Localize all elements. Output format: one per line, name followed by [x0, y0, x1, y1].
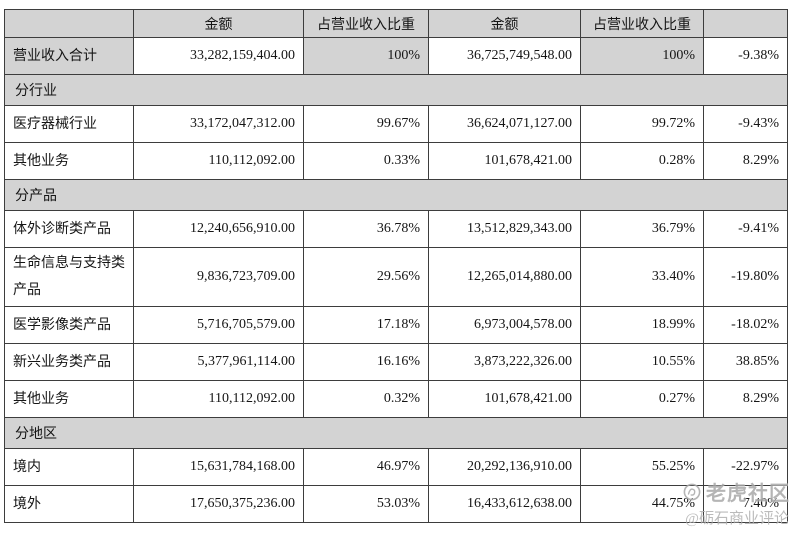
- cell-pct: 29.56%: [303, 247, 429, 307]
- cell-amount: 36,725,749,548.00: [428, 37, 581, 75]
- cell-pct: 16.16%: [303, 343, 429, 381]
- cell-chg: -9.38%: [703, 37, 788, 75]
- cell-amount: 33,172,047,312.00: [133, 105, 304, 143]
- cell-amount: 5,377,961,114.00: [133, 343, 304, 381]
- cell-pct: 0.27%: [580, 380, 704, 418]
- cell-pct: 99.72%: [580, 105, 704, 143]
- table-row: 医疗器械行业 33,172,047,312.00 99.67% 36,624,071,…: [4, 105, 788, 143]
- cell-pct: 53.03%: [303, 485, 429, 523]
- cell-pct: 44.75%: [580, 485, 704, 523]
- cell-amount: 5,716,705,579.00: [133, 306, 304, 344]
- cell-chg: -22.97%: [703, 448, 788, 486]
- cell-chg: -9.41%: [703, 210, 788, 248]
- header-row: 金额 占营业收入比重 金额 占营业收入比重: [4, 9, 788, 38]
- cell-amount: 33,282,159,404.00: [133, 37, 304, 75]
- table-row: 体外诊断类产品 12,240,656,910.00 36.78% 13,512,829…: [4, 210, 788, 248]
- cell-pct: 17.18%: [303, 306, 429, 344]
- table-row: 境外 17,650,375,236.00 53.03% 16,433,612,638.…: [4, 485, 788, 523]
- cell-pct: 36.79%: [580, 210, 704, 248]
- cell-pct: 55.25%: [580, 448, 704, 486]
- cell-amount: 17,650,375,236.00: [133, 485, 304, 523]
- cell-amount: 12,265,014,880.00: [428, 247, 581, 307]
- row-label: 营业收入合计: [4, 37, 134, 75]
- cell-pct: 0.28%: [580, 142, 704, 180]
- cell-chg: -19.80%: [703, 247, 788, 307]
- cell-pct: 0.32%: [303, 380, 429, 418]
- header-cell-share-current: 占营业收入比重: [303, 9, 429, 38]
- cell-chg: 8.29%: [703, 142, 788, 180]
- cell-pct: 18.99%: [580, 306, 704, 344]
- cell-amount: 9,836,723,709.00: [133, 247, 304, 307]
- header-cell-share-prior: 占营业收入比重: [580, 9, 704, 38]
- cell-amount: 16,433,612,638.00: [428, 485, 581, 523]
- cell-amount: 101,678,421.00: [428, 142, 581, 180]
- row-label: 医疗器械行业: [4, 105, 134, 143]
- cell-amount: 3,873,222,326.00: [428, 343, 581, 381]
- row-label: 其他业务: [4, 380, 134, 418]
- table-row: 医学影像类产品 5,716,705,579.00 17.18% 6,973,004,5…: [4, 306, 788, 344]
- cell-amount: 110,112,092.00: [133, 142, 304, 180]
- cell-chg: -18.02%: [703, 306, 788, 344]
- cell-pct: 100%: [303, 37, 429, 75]
- header-cell-rowlabel: [4, 9, 134, 38]
- financial-table-page: 金额 占营业收入比重 金额 占营业收入比重 营业收入合计 33,282,159,4…: [4, 9, 788, 523]
- row-label: 生命信息与支持类产品: [4, 247, 134, 307]
- cell-pct: 100%: [580, 37, 704, 75]
- cell-chg: 8.29%: [703, 380, 788, 418]
- header-cell-amount-prior: 金额: [428, 9, 581, 38]
- header-cell-amount-current: 金额: [133, 9, 304, 38]
- table-row: 营业收入合计 33,282,159,404.00 100% 36,725,749,54…: [4, 37, 788, 75]
- table-row: 其他业务 110,112,092.00 0.33% 101,678,421.00 0.2…: [4, 142, 788, 180]
- section-row: 分产品: [4, 179, 788, 211]
- cell-amount: 20,292,136,910.00: [428, 448, 581, 486]
- cell-amount: 15,631,784,168.00: [133, 448, 304, 486]
- cell-amount: 36,624,071,127.00: [428, 105, 581, 143]
- row-label: 医学影像类产品: [4, 306, 134, 344]
- section-row: 分行业: [4, 74, 788, 106]
- section-label: 分产品: [4, 179, 788, 211]
- revenue-table-body: 营业收入合计 33,282,159,404.00 100% 36,725,749,54…: [4, 37, 788, 523]
- cell-pct: 36.78%: [303, 210, 429, 248]
- cell-amount: 13,512,829,343.00: [428, 210, 581, 248]
- row-label: 境外: [4, 485, 134, 523]
- table-row: 新兴业务类产品 5,377,961,114.00 16.16% 3,873,222,3…: [4, 343, 788, 381]
- cell-amount: 12,240,656,910.00: [133, 210, 304, 248]
- cell-chg: 7.40%: [703, 485, 788, 523]
- cell-chg: 38.85%: [703, 343, 788, 381]
- cell-chg: -9.43%: [703, 105, 788, 143]
- cell-pct: 0.33%: [303, 142, 429, 180]
- section-row: 分地区: [4, 417, 788, 449]
- row-label: 境内: [4, 448, 134, 486]
- section-label: 分行业: [4, 74, 788, 106]
- cell-amount: 101,678,421.00: [428, 380, 581, 418]
- table-row: 其他业务 110,112,092.00 0.32% 101,678,421.00 0.2…: [4, 380, 788, 418]
- cell-pct: 33.40%: [580, 247, 704, 307]
- row-label: 体外诊断类产品: [4, 210, 134, 248]
- row-label: 其他业务: [4, 142, 134, 180]
- table-header: 金额 占营业收入比重 金额 占营业收入比重: [4, 9, 788, 38]
- cell-pct: 10.55%: [580, 343, 704, 381]
- row-label: 新兴业务类产品: [4, 343, 134, 381]
- cell-amount: 110,112,092.00: [133, 380, 304, 418]
- table-row: 境内 15,631,784,168.00 46.97% 20,292,136,910.…: [4, 448, 788, 486]
- cell-pct: 99.67%: [303, 105, 429, 143]
- revenue-breakdown-table: 金额 占营业收入比重 金额 占营业收入比重 营业收入合计 33,282,159,4…: [4, 9, 788, 523]
- header-cell-change: [703, 9, 788, 38]
- cell-pct: 46.97%: [303, 448, 429, 486]
- table-row: 生命信息与支持类产品 9,836,723,709.00 29.56% 12,265,0…: [4, 247, 788, 307]
- section-label: 分地区: [4, 417, 788, 449]
- cell-amount: 6,973,004,578.00: [428, 306, 581, 344]
